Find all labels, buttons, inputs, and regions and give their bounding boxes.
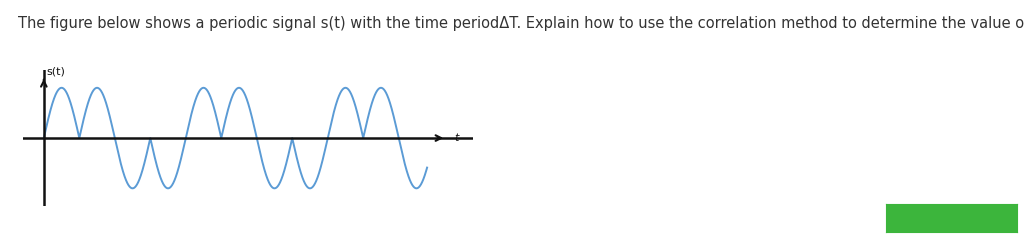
- Text: The figure below shows a periodic signal s(t) with the time periodΔT. Explain ho: The figure below shows a periodic signal…: [18, 16, 1024, 31]
- Text: s(t): s(t): [47, 67, 66, 77]
- Text: t: t: [454, 133, 459, 143]
